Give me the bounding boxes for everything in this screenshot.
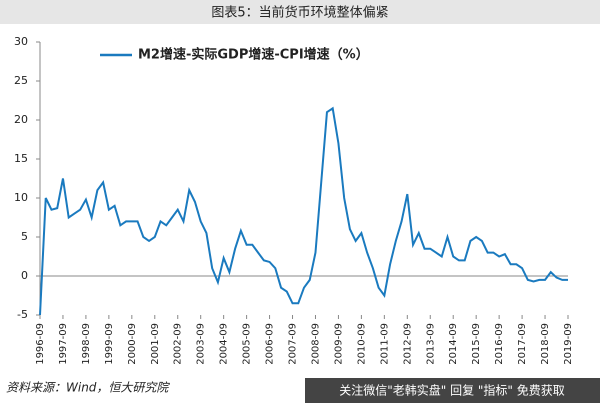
- x-tick-label: 2009-09: [333, 323, 344, 365]
- x-tick-label: 2001-09: [150, 323, 161, 365]
- y-tick-label: 5: [21, 230, 28, 243]
- x-tick-label: 2014-09: [448, 323, 459, 365]
- x-tick-label: 2008-09: [310, 323, 321, 365]
- y-tick-label: 20: [14, 113, 28, 126]
- x-tick-label: 2004-09: [219, 323, 230, 365]
- y-tick-label: 10: [14, 191, 28, 204]
- x-tick-label: 1999-09: [104, 323, 115, 365]
- y-tick-label: 0: [21, 269, 28, 282]
- x-tick-label: 2006-09: [265, 323, 276, 365]
- x-tick-label: 1996-09: [35, 323, 46, 365]
- title-band: [0, 0, 600, 24]
- x-tick-label: 2017-09: [517, 323, 528, 365]
- x-tick-label: 2002-09: [173, 323, 184, 365]
- x-tick-label: 2005-09: [242, 323, 253, 365]
- series-line: [39, 106, 568, 316]
- x-tick-label: 2013-09: [425, 323, 436, 365]
- x-tick-label: 2015-09: [471, 323, 482, 365]
- x-tick-label: 2000-09: [127, 323, 138, 365]
- watermark: 关注微信"老韩实盘" 回复 "指标" 免费获取: [339, 383, 565, 398]
- y-tick-label: 25: [14, 74, 28, 87]
- x-tick-label: 2012-09: [402, 323, 413, 365]
- x-tick-label: 2019-09: [563, 323, 574, 365]
- legend-label: M2增速-实际GDP增速-CPI增速（%）: [138, 47, 369, 63]
- watermark-band: [305, 378, 600, 403]
- x-tick-label: 2003-09: [196, 323, 207, 365]
- y-tick-label: 15: [14, 152, 28, 165]
- y-tick-label: -5: [17, 308, 28, 321]
- x-tick-label: 2011-09: [379, 323, 390, 365]
- x-tick-label: 1998-09: [81, 323, 92, 365]
- x-tick-label: 2016-09: [494, 323, 505, 365]
- source-note: 资料来源：Wind，恒大研究院: [6, 381, 170, 395]
- y-tick-label: 30: [14, 35, 28, 48]
- x-tick-label: 2010-09: [356, 323, 367, 365]
- x-tick-label: 2018-09: [540, 323, 551, 365]
- chart-title: 图表5：当前货币环境整体偏紧: [211, 5, 388, 21]
- x-tick-label: 1997-09: [58, 323, 69, 365]
- x-tick-label: 2007-09: [288, 323, 299, 365]
